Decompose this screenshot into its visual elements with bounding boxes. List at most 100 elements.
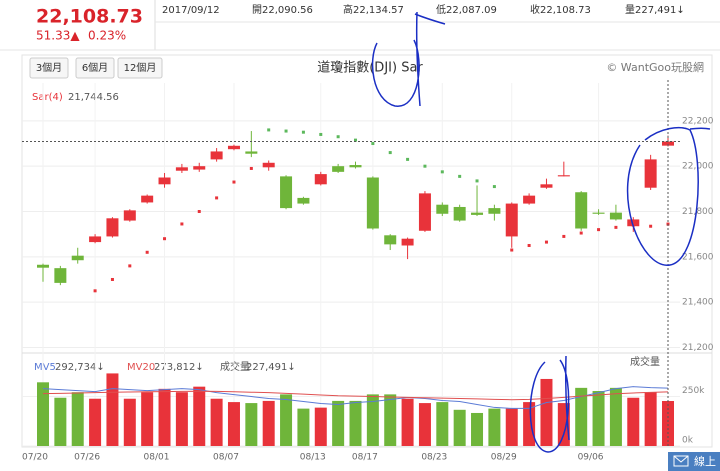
volume-bar <box>540 378 553 446</box>
candle-body <box>488 208 501 214</box>
candle-body <box>297 197 310 204</box>
sar-dot <box>492 185 496 189</box>
y-tick-label: 21,800 <box>682 207 714 217</box>
candle-body <box>314 174 327 185</box>
chat-icon[interactable] <box>673 455 689 467</box>
y-tick-label: 22,200 <box>682 116 714 126</box>
moving-average-line <box>42 386 669 409</box>
candle-body <box>349 165 362 168</box>
volume-bar <box>158 388 171 446</box>
candle-body <box>627 219 640 227</box>
open: 開22,090.56 <box>252 4 313 16</box>
volume-bar <box>37 382 49 446</box>
volume-bar <box>193 386 206 446</box>
volume-bar <box>505 408 518 446</box>
candle-body <box>453 206 466 221</box>
sar-dot <box>406 157 410 161</box>
volume: 量227,491↓ <box>625 4 685 16</box>
sar-dot <box>110 277 114 281</box>
volume-bar <box>314 407 327 446</box>
candle-body <box>262 162 275 168</box>
volume-axis-title: 成交量 <box>630 355 660 368</box>
volume-bar <box>89 398 102 446</box>
x-tick-label: 08/29 <box>491 453 517 463</box>
sar-dot <box>371 142 375 146</box>
volume-bar <box>227 402 240 446</box>
sar-dot <box>197 210 201 214</box>
volume-bar <box>245 403 258 446</box>
sar-dot <box>354 138 357 142</box>
volume-bar <box>123 398 136 446</box>
sar-dot <box>544 240 548 244</box>
sar-dot <box>388 151 392 155</box>
candle-body <box>89 236 102 243</box>
close: 收22,108.73 <box>530 3 591 16</box>
volume-tick-label: 250k <box>682 386 705 396</box>
volume-bar <box>471 412 484 446</box>
candle-body <box>175 167 188 171</box>
candle-body <box>54 268 67 283</box>
copyright: © WantGoo玩股網 <box>606 60 704 74</box>
volume-bar <box>349 400 362 446</box>
volume-bar <box>453 409 466 446</box>
x-tick-label: 08/17 <box>352 453 378 463</box>
legend-volume: 成交量 <box>220 360 250 373</box>
volume-bar <box>71 392 84 446</box>
volume-bar <box>175 392 188 446</box>
high: 高22,134.57 <box>343 3 404 16</box>
candle-body <box>210 151 223 160</box>
sar-dot <box>301 130 305 134</box>
sar-dot <box>597 228 601 232</box>
x-tick-label: 08/01 <box>144 453 170 463</box>
legend-mv5-value: 292,734↓ <box>55 362 105 373</box>
range-button-label[interactable]: 12個月 <box>124 61 157 74</box>
range-button-label[interactable]: 3個月 <box>36 61 62 74</box>
y-tick-label: 21,600 <box>682 252 714 262</box>
chart-title: 道瓊指數(DJI) Sar <box>317 61 423 76</box>
annotation-circle <box>529 355 570 453</box>
legend-mv20-value: 273,812↓ <box>154 362 204 373</box>
candle-body <box>592 212 605 214</box>
range-button[interactable] <box>117 57 163 79</box>
volume-tick-label: 0k <box>682 436 694 446</box>
candle-body <box>366 177 379 229</box>
volume-bar <box>401 398 414 446</box>
sar-dot <box>232 180 236 184</box>
candle-body <box>193 166 206 170</box>
candle-body <box>141 195 154 203</box>
candle-body <box>158 177 171 185</box>
legend-mv5: MV5 <box>34 362 56 373</box>
range-button[interactable] <box>75 57 115 79</box>
candle-body <box>401 238 414 246</box>
candle-body <box>471 212 484 215</box>
candle-body <box>123 210 136 221</box>
low: 低22,087.09 <box>436 3 497 16</box>
sar-dot <box>649 224 653 228</box>
legend-volume-value: 227,491↓ <box>246 362 296 373</box>
x-tick-label: 08/13 <box>300 453 326 463</box>
sar-dot <box>128 264 132 268</box>
range-button-label[interactable]: 6個月 <box>82 61 108 74</box>
candle-body <box>71 255 84 261</box>
volume-bar <box>297 408 310 446</box>
candle-body <box>280 176 293 209</box>
candle-body <box>436 204 449 214</box>
sar-dot <box>562 234 566 238</box>
sar-dot <box>319 132 323 136</box>
volume-bar <box>644 392 657 446</box>
chat-icon[interactable] <box>673 455 689 463</box>
sar-dot <box>579 231 583 235</box>
chat-label[interactable]: 線上 <box>694 454 716 468</box>
sar-dot <box>458 174 462 178</box>
plot: 21,20021,40021,60021,80022,00022,2000k25… <box>22 80 714 463</box>
candle-body <box>106 218 119 237</box>
candle-body <box>523 195 536 204</box>
change: 51.33▲ <box>36 29 80 43</box>
volume-bar <box>523 402 536 446</box>
sar-dot <box>249 166 253 170</box>
moving-average-line <box>42 390 669 401</box>
range-button[interactable] <box>29 57 69 79</box>
sar-dot <box>163 237 167 241</box>
